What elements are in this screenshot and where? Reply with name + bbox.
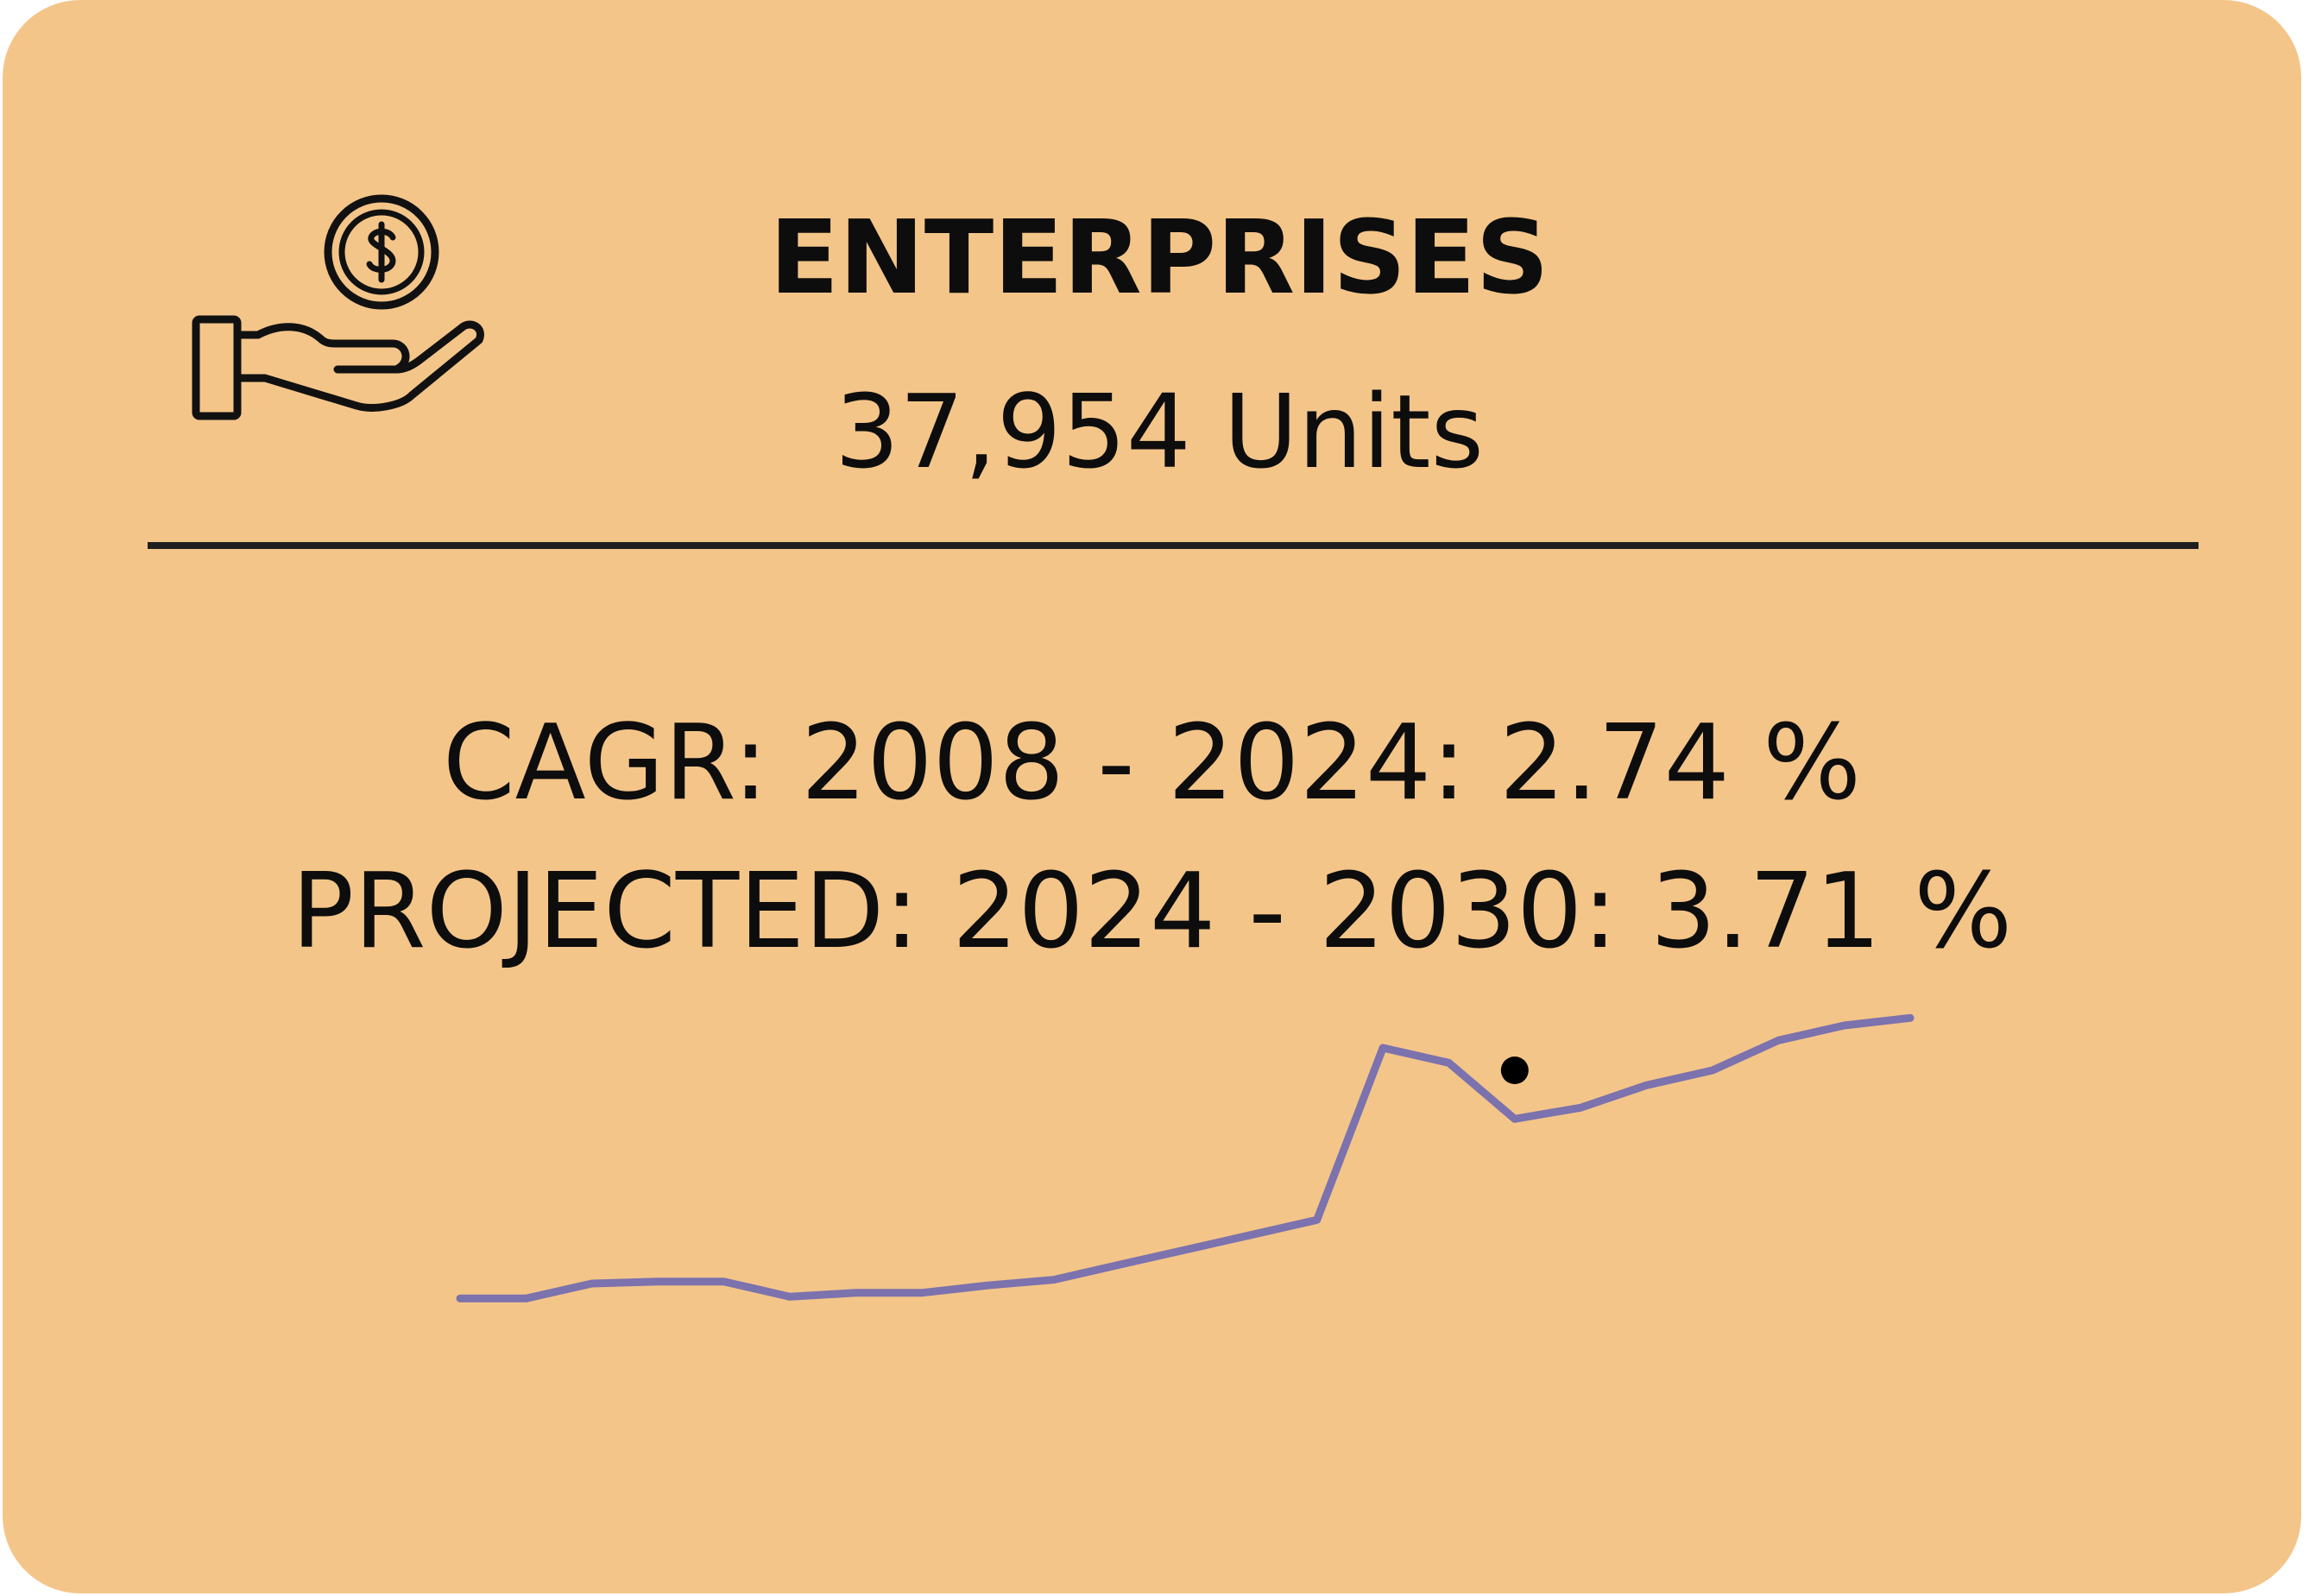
sparkline-series-line: [456, 1013, 1915, 1303]
hand-holding-dollar-icon: [192, 194, 484, 420]
enterprises-card: ENTERPRISES 37,954 Units CAGR: 2008 - 20…: [3, 0, 2301, 1593]
projected-stat: PROJECTED: 2024 - 2030: 3.71 %: [291, 852, 2013, 972]
cagr-stat: CAGR: 2008 - 2024: 2.74 %: [442, 703, 1862, 823]
sparkline-chart: [456, 1013, 1915, 1303]
divider: [148, 542, 2199, 549]
current-year-marker: [1500, 1057, 1529, 1084]
card-title: ENTERPRISES: [769, 198, 1549, 317]
units-value: 37,954 Units: [834, 372, 1485, 491]
